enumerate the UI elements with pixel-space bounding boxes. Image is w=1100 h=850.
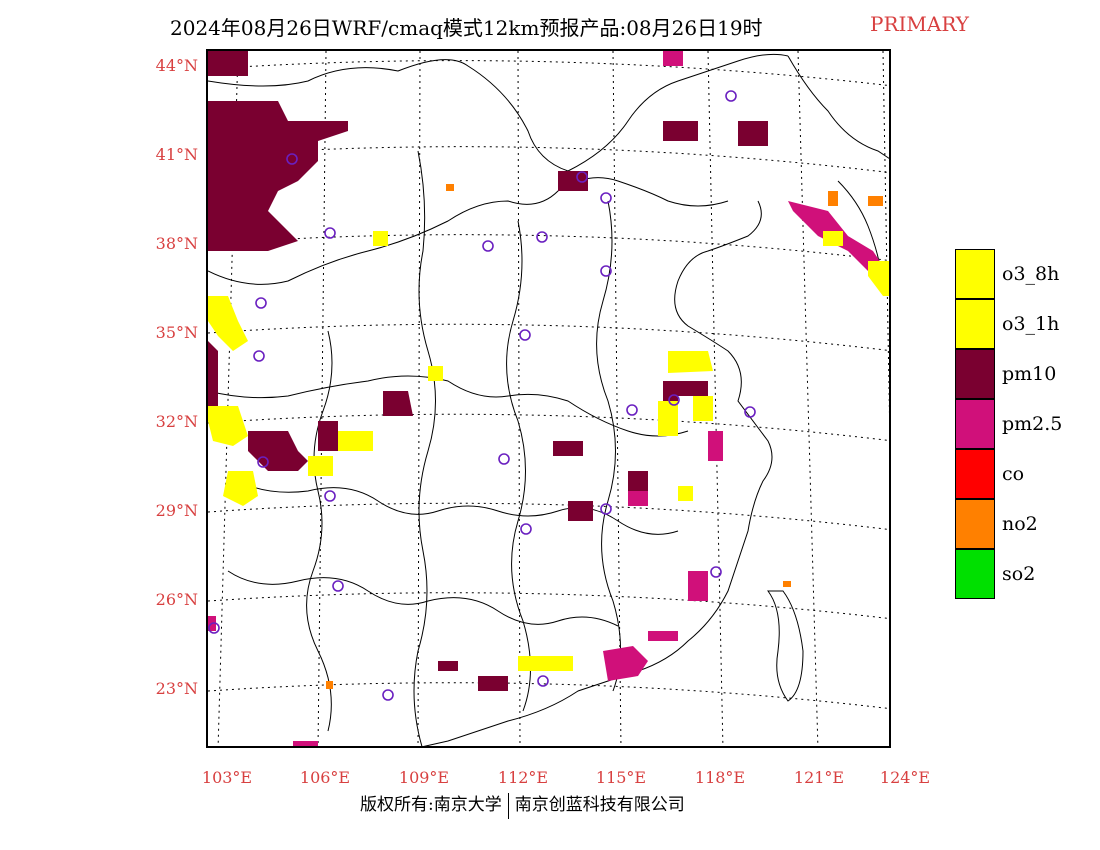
legend-swatch [955, 349, 995, 399]
lon-label-115: 115°E [595, 768, 647, 787]
legend-item-o3-8h: o3_8h [955, 249, 1085, 299]
legend-swatch [955, 399, 995, 449]
legend-item-o3-1h: o3_1h [955, 299, 1085, 349]
legend-item-so2: so2 [955, 549, 1085, 599]
lon-label-112: 112°E [497, 768, 549, 787]
legend-label: pm10 [1002, 363, 1057, 385]
o3-areas [208, 231, 889, 671]
no2-areas [326, 184, 883, 689]
legend-label: o3_1h [1002, 313, 1060, 335]
lat-label-23: 23°N [155, 679, 198, 698]
legend-swatch [955, 549, 995, 599]
lon-label-109: 109°E [398, 768, 450, 787]
lat-label-44: 44°N [155, 56, 198, 75]
lon-label-118: 118°E [694, 768, 746, 787]
legend-label: o3_8h [1002, 263, 1060, 285]
legend-swatch [955, 299, 995, 349]
legend-swatch [955, 449, 995, 499]
legend-item-pm10: pm10 [955, 349, 1085, 399]
legend-label: so2 [1002, 563, 1036, 585]
lat-label-41: 41°N [155, 145, 198, 164]
pollutant-legend: o3_8h o3_1h pm10 pm2.5 co no2 so2 [955, 249, 1085, 599]
copyright-divider [507, 792, 509, 819]
copyright-footer: 版权所有:南京大学 南京创蓝科技有限公司 [360, 790, 685, 819]
pm10-areas [208, 51, 768, 691]
legend-label: pm2.5 [1002, 413, 1063, 435]
title-main: 2024年08月26日WRF/cmaq模式12km预报产品:08月26日19时 [170, 16, 763, 40]
lat-label-32: 32°N [155, 412, 198, 431]
lon-label-121: 121°E [793, 768, 845, 787]
legend-swatch [955, 499, 995, 549]
legend-label: no2 [1002, 513, 1038, 535]
site-markers [208, 90, 756, 701]
copyright-left: 版权所有:南京大学 [360, 795, 502, 815]
legend-item-co: co [955, 449, 1085, 499]
legend-swatch [955, 249, 995, 299]
map-svg [208, 51, 889, 746]
lon-label-106: 106°E [299, 768, 351, 787]
longitude-gridlines [217, 51, 889, 746]
lon-label-124: 124°E [879, 768, 931, 787]
lat-label-29: 29°N [155, 501, 198, 520]
lon-label-103: 103°E [201, 768, 253, 787]
lat-label-26: 26°N [155, 590, 198, 609]
boundary-lines [208, 53, 889, 746]
lat-label-38: 38°N [155, 234, 198, 253]
map-canvas[interactable] [206, 49, 891, 748]
title-primary-tag: PRIMARY [870, 12, 969, 36]
copyright-right: 南京创蓝科技有限公司 [514, 795, 685, 815]
lat-label-35: 35°N [155, 323, 198, 342]
legend-label: co [1002, 463, 1025, 485]
legend-item-no2: no2 [955, 499, 1085, 549]
legend-item-pm25: pm2.5 [955, 399, 1085, 449]
